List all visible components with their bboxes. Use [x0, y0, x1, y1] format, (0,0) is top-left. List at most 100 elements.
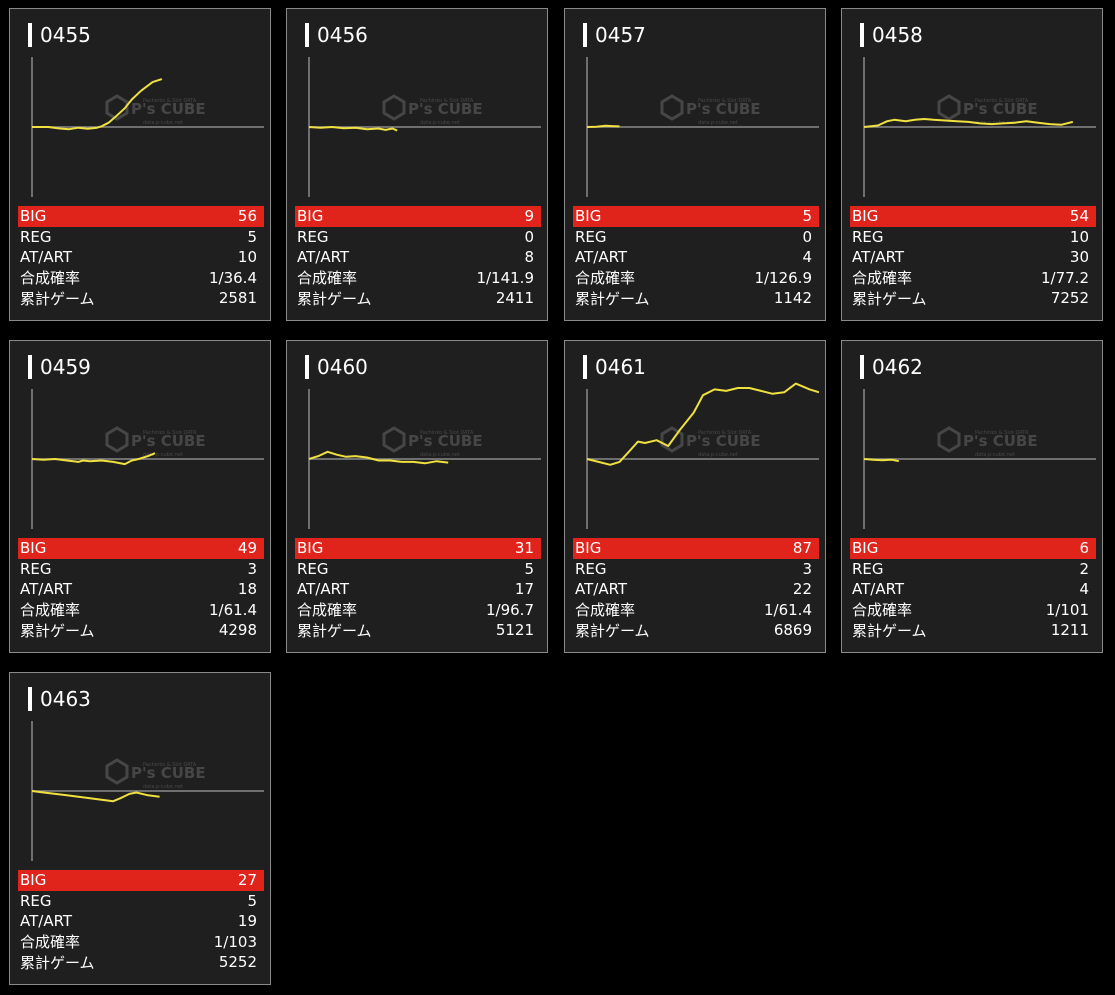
stat-row-big: BIG 49: [18, 538, 264, 559]
machine-title: 0457: [583, 23, 646, 47]
stat-row-games: 累計ゲーム 1142: [573, 288, 819, 309]
machine-title: 0461: [583, 355, 646, 379]
machine-title: 0456: [305, 23, 368, 47]
stat-row-reg: REG 0: [573, 227, 819, 248]
stat-row-reg: REG 5: [18, 227, 264, 248]
stat-value: 49: [237, 539, 257, 558]
stat-value: 8: [524, 248, 534, 267]
stat-value: 1211: [1050, 621, 1089, 640]
machine-number: 0456: [317, 23, 368, 47]
watermark-brand: P's CUBE: [131, 432, 206, 450]
stat-row-rate: 合成確率 1/126.9: [573, 268, 819, 289]
machine-card[interactable]: 0455 P's CUBE Pachinko & Slot DATA data.p-…: [9, 8, 271, 321]
stat-label: 合成確率: [297, 269, 358, 288]
stat-label: REG: [852, 227, 884, 246]
stat-value: 3: [247, 559, 257, 578]
stat-label: 合成確率: [20, 269, 81, 288]
machine-card[interactable]: 0461 P's CUBE Pachinko & Slot DATA data.p-…: [564, 340, 826, 653]
stat-row-reg: REG 3: [573, 559, 819, 580]
cube-icon: [382, 94, 406, 121]
stat-row-at: AT/ART 22: [573, 579, 819, 600]
stat-value: 0: [524, 227, 534, 246]
stat-row-reg: REG 5: [18, 891, 264, 912]
stat-row-reg: REG 5: [295, 559, 541, 580]
title-accent-bar: [28, 355, 32, 379]
stat-label: REG: [297, 227, 329, 246]
stat-row-reg: REG 0: [295, 227, 541, 248]
watermark-bottom-line: data.p-cube.net: [420, 120, 460, 126]
machine-title: 0459: [28, 355, 91, 379]
stat-label: 累計ゲーム: [297, 289, 372, 308]
stat-label: BIG: [297, 539, 324, 558]
stat-label: BIG: [575, 207, 602, 226]
watermark-bottom-line: data.p-cube.net: [143, 784, 183, 790]
machine-title: 0463: [28, 687, 91, 711]
title-accent-bar: [305, 355, 309, 379]
stat-value: 1/36.4: [209, 268, 257, 287]
title-accent-bar: [305, 23, 309, 47]
stat-row-at: AT/ART 10: [18, 247, 264, 268]
stat-value: 5: [524, 559, 534, 578]
stat-row-games: 累計ゲーム 4298: [18, 620, 264, 641]
stat-row-games: 累計ゲーム 5252: [18, 952, 264, 973]
title-accent-bar: [860, 355, 864, 379]
stat-row-rate: 合成確率 1/96.7: [295, 600, 541, 621]
machine-card[interactable]: 0462 P's CUBE Pachinko & Slot DATA data.p-…: [841, 340, 1103, 653]
stat-value: 3: [802, 559, 812, 578]
stats-table: BIG 31 REG 5 AT/ART 17 合成確率 1/96.7 累計ゲーム: [295, 538, 541, 641]
stat-row-at: AT/ART 19: [18, 911, 264, 932]
stat-value: 1/126.9: [754, 268, 812, 287]
stat-label: AT/ART: [852, 580, 905, 599]
stat-label: REG: [852, 559, 884, 578]
stat-label: 合成確率: [575, 601, 636, 620]
stat-value: 2581: [218, 289, 257, 308]
machine-card[interactable]: 0459 P's CUBE Pachinko & Slot DATA data.p-…: [9, 340, 271, 653]
machine-number: 0455: [40, 23, 91, 47]
cube-icon: [660, 94, 684, 121]
stat-value: 6: [1079, 539, 1089, 558]
stat-value: 30: [1069, 248, 1089, 267]
slump-graph: P's CUBE Pachinko & Slot DATA data.p-cube.…: [850, 377, 1096, 537]
stat-value: 5: [247, 891, 257, 910]
stat-row-rate: 合成確率 1/141.9: [295, 268, 541, 289]
stat-row-big: BIG 31: [295, 538, 541, 559]
machine-card[interactable]: 0458 P's CUBE Pachinko & Slot DATA data.p-…: [841, 8, 1103, 321]
slump-line: [31, 790, 160, 803]
machine-card[interactable]: 0456 P's CUBE Pachinko & Slot DATA data.p-…: [286, 8, 548, 321]
stats-table: BIG 87 REG 3 AT/ART 22 合成確率 1/61.4 累計ゲーム: [573, 538, 819, 641]
stat-label: BIG: [852, 207, 879, 226]
slump-line: [586, 124, 620, 128]
machine-card[interactable]: 0460 P's CUBE Pachinko & Slot DATA data.p-…: [286, 340, 548, 653]
stat-label: BIG: [575, 539, 602, 558]
machine-card[interactable]: 0463 P's CUBE Pachinko & Slot DATA data.p-…: [9, 672, 271, 985]
stat-value: 31: [514, 539, 534, 558]
stat-row-big: BIG 54: [850, 206, 1096, 227]
slump-line: [308, 126, 398, 132]
slump-line: [32, 78, 163, 131]
watermark-brand: P's CUBE: [408, 432, 483, 450]
machine-card[interactable]: 0457 P's CUBE Pachinko & Slot DATA data.p-…: [564, 8, 826, 321]
watermark-top-line: Pachinko & Slot DATA: [698, 98, 752, 104]
stat-label: AT/ART: [20, 248, 73, 267]
watermark-bottom-line: data.p-cube.net: [698, 452, 738, 458]
stat-row-games: 累計ゲーム 6869: [573, 620, 819, 641]
stat-value: 17: [514, 580, 534, 599]
stat-value: 5121: [495, 621, 534, 640]
stat-value: 6869: [773, 621, 812, 640]
stat-label: BIG: [20, 871, 47, 890]
machine-number: 0461: [595, 355, 646, 379]
stat-value: 4: [1079, 580, 1089, 599]
watermark-top-line: Pachinko & Slot DATA: [143, 430, 197, 436]
stat-value: 54: [1069, 207, 1089, 226]
stat-row-games: 累計ゲーム 5121: [295, 620, 541, 641]
stat-row-at: AT/ART 18: [18, 579, 264, 600]
slump-line: [863, 458, 900, 463]
